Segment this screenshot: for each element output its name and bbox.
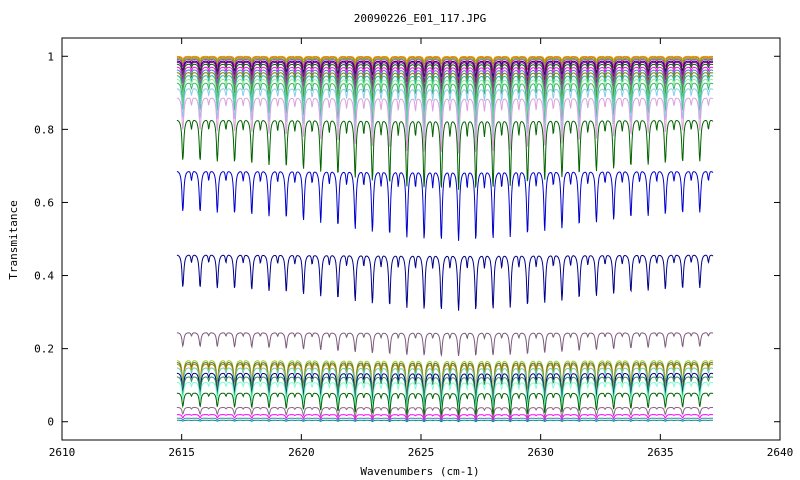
series-layer (176, 55, 714, 423)
series-line (176, 82, 714, 130)
series-line (176, 78, 714, 122)
series-line (176, 406, 714, 421)
series-line (176, 417, 713, 422)
y-axis-label: Transmitance (7, 200, 20, 279)
x-tick-label: 2630 (527, 446, 554, 459)
series-line (176, 363, 714, 404)
x-axis-label: Wavenumbers (cm-1) (360, 465, 479, 478)
y-axis: 0 0.2 0.4 0.6 0.8 1 (34, 50, 780, 429)
series-line (176, 55, 714, 62)
x-tick-label: 2620 (288, 446, 315, 459)
series-line (176, 332, 714, 358)
series-line (176, 119, 714, 190)
x-tick-label: 2610 (49, 446, 76, 459)
series-line (176, 372, 714, 406)
series-line (176, 362, 714, 402)
y-tick-label: 0.8 (34, 123, 54, 136)
x-tick-label: 2615 (168, 446, 195, 459)
series-line (176, 392, 714, 418)
series-line (176, 376, 714, 410)
series-line (176, 66, 714, 96)
series-line (176, 360, 714, 398)
series-line (176, 254, 714, 311)
series-line (176, 57, 714, 70)
y-tick-label: 1 (47, 50, 54, 63)
series-line (176, 56, 713, 66)
series-line (176, 367, 714, 406)
chart-title: 20090226_E01_117.JPG (354, 12, 486, 25)
series-line (176, 58, 714, 73)
y-tick-label: 0.4 (34, 270, 54, 283)
y-tick-label: 0 (47, 416, 54, 429)
series-line (176, 72, 714, 108)
series-line (176, 88, 714, 140)
series-line (176, 381, 714, 413)
series-line (176, 60, 714, 79)
series-line (176, 419, 713, 423)
x-tick-label: 2640 (767, 446, 794, 459)
x-tick-label: 2625 (408, 446, 435, 459)
x-tick-label: 2635 (647, 446, 674, 459)
series-line (176, 97, 714, 154)
series-line (176, 75, 714, 116)
x-axis: 2610 2615 2620 2625 2630 2635 2640 (49, 38, 794, 459)
series-line (176, 61, 714, 85)
series-line (176, 171, 714, 241)
series-line (176, 63, 714, 90)
y-tick-label: 0.6 (34, 196, 54, 209)
y-tick-label: 0.2 (34, 343, 54, 356)
series-line (176, 69, 714, 103)
series-line (176, 414, 714, 422)
